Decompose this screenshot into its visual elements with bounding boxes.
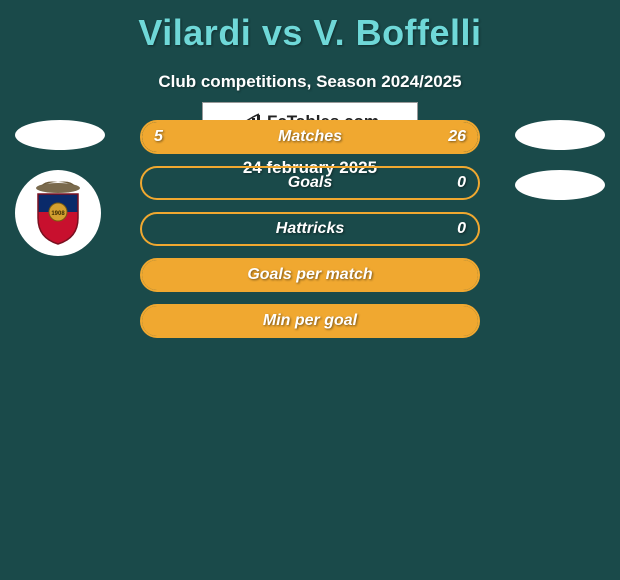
stat-bar: Matches 5 26 [140, 120, 480, 154]
stat-bar: Goals 0 [140, 166, 480, 200]
bar-fill-left [142, 122, 196, 152]
bar-label: Matches [278, 128, 342, 146]
stats-bars: Matches 5 26 Goals 0 Hattricks 0 Goals per matc… [140, 120, 480, 350]
club-crest-placeholder [515, 170, 605, 200]
right-player-column [515, 120, 605, 220]
bar-label: Goals per match [247, 266, 372, 284]
svg-text:1908: 1908 [51, 211, 65, 217]
bar-label: Goals [288, 174, 332, 192]
page-title: Vilardi vs V. Boffelli [0, 0, 620, 54]
stat-bar: Goals per match [140, 258, 480, 292]
stat-bar: Min per goal [140, 304, 480, 338]
bar-value-right: 26 [448, 128, 466, 146]
bar-value-left: 5 [154, 128, 163, 146]
subtitle: Club competitions, Season 2024/2025 [0, 72, 620, 92]
left-player-column: 1908 [15, 120, 105, 256]
crest-icon: 1908 [23, 178, 93, 248]
player-photo-placeholder [515, 120, 605, 150]
bar-value-right: 0 [457, 220, 466, 238]
stat-bar: Hattricks 0 [140, 212, 480, 246]
bar-label: Hattricks [276, 220, 344, 238]
player-photo-placeholder [15, 120, 105, 150]
bar-value-right: 0 [457, 174, 466, 192]
club-crest-left: 1908 [15, 170, 101, 256]
bar-label: Min per goal [263, 312, 357, 330]
